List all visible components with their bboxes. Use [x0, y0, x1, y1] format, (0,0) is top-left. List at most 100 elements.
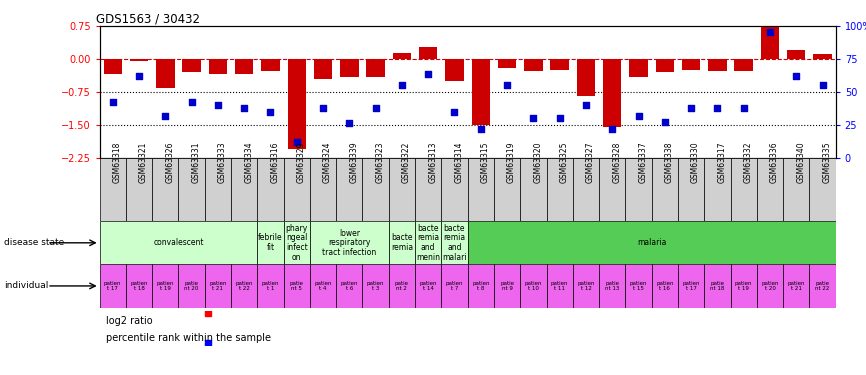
Bar	[757, 264, 783, 308]
Text: patien
t 7: patien t 7	[446, 281, 463, 291]
Bar	[656, 59, 674, 72]
Bar	[472, 59, 490, 124]
Bar	[704, 158, 731, 221]
Point	[474, 126, 488, 132]
Bar	[126, 264, 152, 308]
Text: GSM63317: GSM63317	[717, 142, 727, 183]
Point	[290, 139, 304, 145]
Point	[789, 73, 803, 79]
Text: patien
t 11: patien t 11	[551, 281, 568, 291]
Text: GSM63318: GSM63318	[113, 142, 122, 183]
Text: patien
t 14: patien t 14	[419, 281, 437, 291]
Bar	[231, 264, 257, 308]
Text: patie
nt 5: patie nt 5	[290, 281, 304, 291]
Text: patien
t 17: patien t 17	[682, 281, 700, 291]
Text: patien
t 4: patien t 4	[314, 281, 332, 291]
Bar	[366, 59, 385, 78]
Text: convalescent: convalescent	[153, 238, 204, 248]
Point	[631, 112, 645, 118]
Bar	[104, 59, 122, 74]
Text: patien
t 19: patien t 19	[735, 281, 753, 291]
Bar	[235, 59, 254, 74]
Bar	[284, 264, 310, 308]
Text: patien
t 18: patien t 18	[130, 281, 148, 291]
Bar	[204, 264, 231, 308]
Bar	[599, 264, 625, 308]
Text: GSM63320: GSM63320	[533, 142, 542, 183]
Bar	[257, 158, 284, 221]
Point	[816, 82, 830, 88]
Point	[658, 119, 672, 125]
Bar	[524, 59, 543, 71]
Bar	[708, 59, 727, 71]
Point	[316, 105, 330, 111]
Text: disease state: disease state	[4, 238, 65, 248]
Bar	[415, 221, 442, 264]
Bar	[336, 264, 363, 308]
Point	[737, 105, 751, 111]
Text: patien
t 8: patien t 8	[472, 281, 489, 291]
Text: GSM63319: GSM63319	[507, 142, 516, 183]
Bar	[209, 59, 227, 74]
Text: bacte
remia
and
malari: bacte remia and malari	[443, 224, 467, 262]
Text: patien
t 19: patien t 19	[157, 281, 174, 291]
Bar	[810, 264, 836, 308]
Bar	[783, 264, 810, 308]
Text: patie
nt 9: patie nt 9	[500, 281, 514, 291]
Text: GSM63314: GSM63314	[455, 142, 463, 183]
Bar	[310, 264, 336, 308]
Bar	[813, 54, 831, 59]
Bar	[100, 221, 257, 264]
Text: GSM63326: GSM63326	[165, 142, 174, 183]
Bar	[442, 221, 468, 264]
Bar	[630, 59, 648, 76]
Bar	[603, 59, 622, 127]
Point	[553, 115, 566, 121]
Point	[132, 73, 146, 79]
Point	[263, 109, 277, 115]
Bar	[310, 221, 389, 264]
Point	[684, 105, 698, 111]
Bar	[651, 264, 678, 308]
Text: GSM63316: GSM63316	[270, 142, 280, 183]
Point	[158, 112, 172, 118]
Bar	[392, 53, 411, 59]
Bar	[731, 264, 757, 308]
Text: GSM63323: GSM63323	[376, 142, 385, 183]
Point	[710, 105, 724, 111]
Text: patien
t 17: patien t 17	[104, 281, 121, 291]
Bar	[546, 158, 572, 221]
Bar	[284, 221, 310, 264]
Bar	[389, 264, 415, 308]
Text: patien
t 12: patien t 12	[578, 281, 595, 291]
Text: patien
t 21: patien t 21	[210, 281, 227, 291]
Bar	[178, 264, 204, 308]
Bar	[787, 50, 805, 59]
Bar	[389, 221, 415, 264]
Text: patien
t 1: patien t 1	[262, 281, 279, 291]
Bar	[257, 221, 284, 264]
Text: patie
nt 13: patie nt 13	[605, 281, 619, 291]
Bar	[363, 158, 389, 221]
Bar	[760, 25, 779, 59]
Text: GSM63321: GSM63321	[139, 142, 148, 183]
Text: GSM63340: GSM63340	[796, 142, 805, 183]
Bar	[445, 59, 463, 81]
Bar	[810, 158, 836, 221]
Point	[369, 105, 383, 111]
Point	[184, 99, 198, 105]
Text: patien
t 3: patien t 3	[367, 281, 385, 291]
Text: GSM63339: GSM63339	[349, 142, 359, 183]
Bar	[572, 158, 599, 221]
Bar	[257, 264, 284, 308]
Text: patie
nt 22: patie nt 22	[816, 281, 830, 291]
Text: patien
t 21: patien t 21	[787, 281, 805, 291]
Bar	[262, 59, 280, 71]
Text: GSM63337: GSM63337	[638, 142, 648, 183]
Text: GSM63327: GSM63327	[586, 142, 595, 183]
Point	[106, 99, 120, 105]
Text: patien
t 15: patien t 15	[630, 281, 647, 291]
Text: GSM63333: GSM63333	[218, 142, 227, 183]
Bar	[284, 158, 310, 221]
Text: percentile rank within the sample: percentile rank within the sample	[107, 333, 271, 343]
